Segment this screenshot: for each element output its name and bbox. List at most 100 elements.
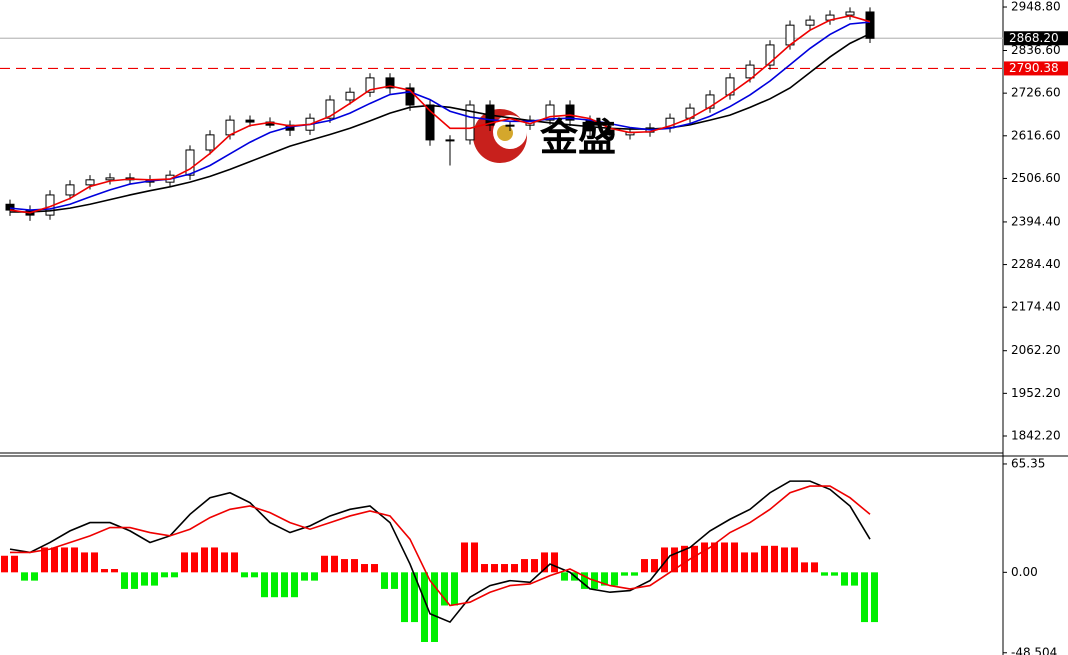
y-tick-label: 2174.40 [1011,300,1061,314]
logo-text: 金盛 [539,116,616,160]
histogram-bar [491,564,498,573]
histogram-bar [451,572,458,606]
y-tick-label: 2836.60 [1011,43,1061,57]
price-label-box [1004,61,1068,76]
histogram-bar [561,572,568,581]
histogram-bar [251,572,258,578]
histogram-bar [721,542,728,573]
histogram-bar [441,572,448,606]
histogram-bar [701,542,708,573]
histogram-bar [431,572,438,642]
candle-body [565,104,575,121]
histogram-bar [1,555,8,573]
candle-body [505,124,515,127]
histogram-bar [51,547,58,573]
y-tick-label: 2726.60 [1011,86,1061,100]
histogram-bar [521,559,528,573]
histogram-bar [771,545,778,573]
histogram-bar [361,564,368,573]
histogram-bar [191,552,198,573]
histogram-bar [671,547,678,573]
histogram-bar [161,572,168,578]
histogram-bar [811,562,818,573]
histogram-bar [261,572,268,598]
histogram-bar [781,547,788,573]
histogram-bar [731,542,738,573]
candle-body [185,149,195,176]
histogram-bar [61,547,68,573]
histogram-bar [31,572,38,581]
y-tick-label: 2506.60 [1011,171,1061,185]
histogram-bar [751,552,758,573]
histogram-bar [461,542,468,573]
candle-body [865,11,875,39]
histogram-bar [541,552,548,573]
histogram-bar [691,545,698,573]
candle-body [765,44,775,66]
histogram-bar [511,564,518,573]
histogram-bar [551,552,558,573]
histogram-bar [291,572,298,598]
y-tick-label: 2394.40 [1011,214,1061,228]
y-tick-label: 1842.20 [1011,428,1061,442]
candle-body [445,139,455,142]
histogram-bar [621,572,628,576]
histogram-bar [131,572,138,589]
histogram-bar [681,545,688,573]
histogram-bar [11,555,18,573]
histogram-bar [391,572,398,589]
y-tick-label: 2062.20 [1011,343,1061,357]
histogram-bar [381,572,388,589]
candle-body [845,11,855,16]
histogram-bar [21,572,28,581]
histogram-bar [311,572,318,581]
histogram-bar [411,572,418,623]
histogram-bar [231,552,238,573]
histogram-bar [471,542,478,573]
histogram-bar [221,552,228,573]
histogram-bar [481,564,488,573]
candle-body [245,119,255,123]
histogram-bar [201,547,208,573]
indicator-line [10,32,871,213]
candle-body [385,77,395,89]
histogram-bar [141,572,148,586]
candle-body [205,134,215,151]
indicator-line [9,21,871,211]
histogram-bar [111,569,118,573]
price-label: 2790.38 [1009,61,1059,75]
histogram-bar [41,547,48,573]
histogram-bar [651,559,658,573]
histogram-bar [821,572,828,576]
histogram-bar [341,559,348,573]
candle-body [405,87,415,106]
y-tick-label: 2284.40 [1011,257,1061,271]
candle-body [605,129,615,136]
histogram-bar [421,572,428,642]
y-tick-label: -48.504 [1011,645,1057,655]
histogram-bar [101,569,108,573]
candle-body [345,91,355,101]
candle-body [745,64,755,79]
candle-body [705,94,715,109]
histogram-bar [711,542,718,573]
y-tick-label: 2616.60 [1011,128,1061,142]
candle-body [465,104,475,141]
histogram-bar [121,572,128,589]
indicator-line [9,480,871,624]
histogram-bar [581,572,588,589]
histogram-bar [321,555,328,573]
histogram-bar [171,572,178,578]
histogram-bar [531,559,538,573]
histogram-bar [241,572,248,578]
candle-body [325,99,335,119]
histogram-bar [801,562,808,573]
histogram-bar [91,552,98,573]
histogram-bar [211,547,218,573]
candle-body [545,104,555,121]
y-tick-label: 65.35 [1011,456,1045,470]
histogram-bar [661,547,668,573]
candle-body [805,19,815,26]
histogram-bar [641,559,648,573]
